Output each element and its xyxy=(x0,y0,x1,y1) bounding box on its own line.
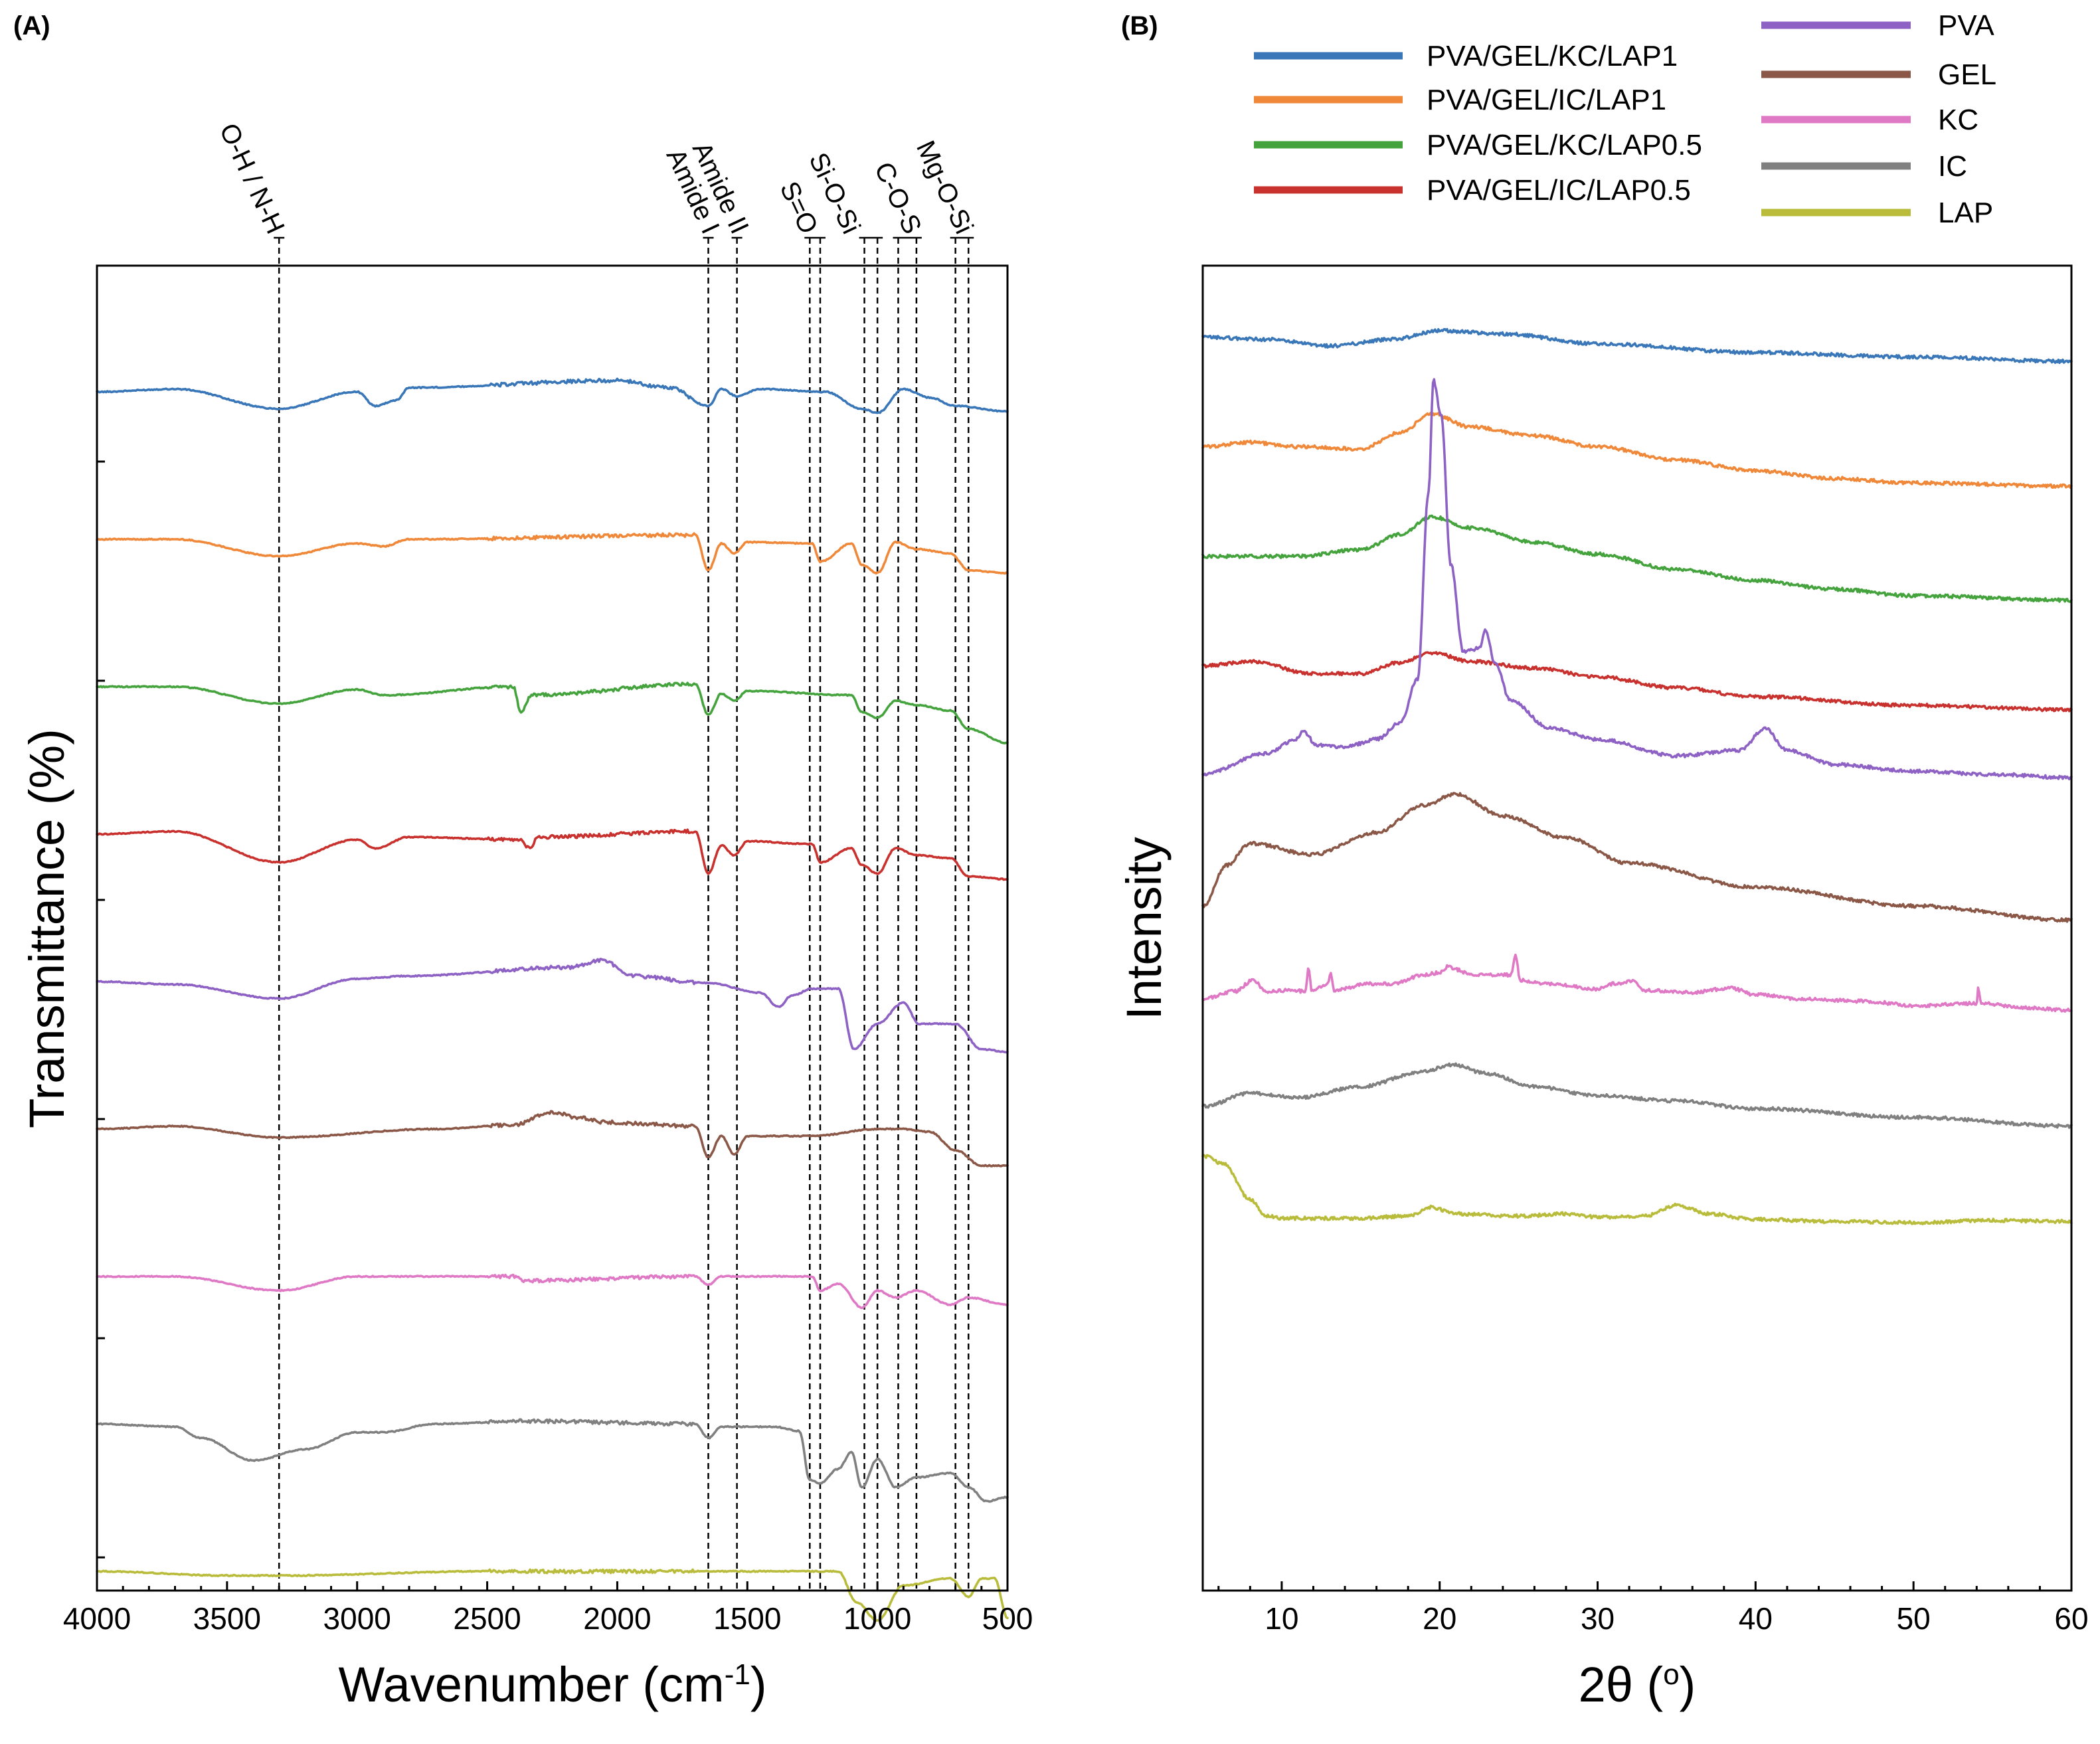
ftir-trace-kc xyxy=(96,1273,1009,1310)
xrd-traces xyxy=(1201,327,2073,1225)
legend: PVA/GEL/KC/LAP1 PVA/GEL/IC/LAP1 PVA/GEL/KC… xyxy=(1254,9,1996,229)
ftir-traces xyxy=(96,377,1009,1622)
plot-frame-b xyxy=(1201,264,2073,1592)
xrd-trace-pva-gel-kc-lap0-5 xyxy=(1201,514,2073,603)
x-tick-label-a: 3000 xyxy=(323,1601,391,1636)
x-axis-title-a-close: ) xyxy=(750,1657,767,1712)
legend-label-pva-gel-ic-lap0-5: PVA/GEL/IC/LAP0.5 xyxy=(1427,174,1691,207)
x-tick-label-b: 40 xyxy=(1739,1601,1773,1636)
band-label-c-o-s: C-O-S xyxy=(869,157,927,238)
x-ticks-b: 10 20 30 40 50 60 xyxy=(1217,1581,2089,1636)
legend-label-gel: GEL xyxy=(1938,58,1996,91)
xrd-trace-pva xyxy=(1201,378,2073,780)
ftir-trace-lap xyxy=(96,1568,1009,1622)
xrd-trace-lap xyxy=(1201,1154,2073,1225)
x-axis-title-a-main: Wavenumber (cm xyxy=(339,1657,725,1712)
ftir-trace-ic xyxy=(96,1418,1009,1503)
xrd-trace-pva-gel-ic-lap0-5 xyxy=(1201,651,2073,713)
panel-a-label: (A) xyxy=(13,11,50,41)
x-tick-label-a: 1500 xyxy=(713,1601,781,1636)
x-tick-label-a: 2000 xyxy=(583,1601,651,1636)
x-axis-title-a-sup: -1 xyxy=(725,1658,750,1691)
x-tick-label-b: 50 xyxy=(1897,1601,1931,1636)
legend-label-lap: LAP xyxy=(1938,197,1993,229)
x-tick-label-a: 500 xyxy=(982,1601,1033,1636)
ftir-trace-gel xyxy=(96,1110,1009,1168)
xrd-trace-gel xyxy=(1201,792,2073,923)
panel-b-label: (B) xyxy=(1121,11,1158,41)
ftir-trace-pva-gel-kc-lap0-5 xyxy=(96,681,1009,744)
xrd-trace-pva-gel-kc-lap1 xyxy=(1201,327,2073,365)
legend-label-pva: PVA xyxy=(1938,9,1994,42)
legend-label-pva-gel-ic-lap1: PVA/GEL/IC/LAP1 xyxy=(1427,84,1666,116)
ftir-trace-pva-gel-ic-lap0-5 xyxy=(96,828,1009,881)
x-tick-label-a: 2500 xyxy=(453,1601,521,1636)
y-axis-title-a: Transmittance (%) xyxy=(19,729,74,1128)
x-tick-label-a: 1000 xyxy=(843,1601,911,1636)
legend-label-ic: IC xyxy=(1938,150,1967,183)
x-axis-title-b-sup: o xyxy=(1663,1658,1679,1691)
ftir-trace-pva xyxy=(96,958,1009,1054)
legend-label-pva-gel-kc-lap1: PVA/GEL/KC/LAP1 xyxy=(1427,40,1678,72)
y-ticks-a xyxy=(97,460,105,1559)
xrd-trace-ic xyxy=(1201,1062,2073,1129)
x-tick-label-b: 30 xyxy=(1581,1601,1615,1636)
plot-frame-a xyxy=(96,264,1009,1592)
x-axis-title-b-close: ) xyxy=(1680,1657,1696,1712)
legend-label-pva-gel-kc-lap0-5: PVA/GEL/KC/LAP0.5 xyxy=(1427,129,1702,161)
y-axis-title-b: Intensity xyxy=(1116,837,1172,1020)
x-axis-title-b-main: 2θ ( xyxy=(1579,1657,1664,1712)
xrd-trace-kc xyxy=(1201,953,2073,1013)
x-axis-title-b: 2θ (o) xyxy=(1579,1657,1696,1712)
legend-label-kc: KC xyxy=(1938,104,1978,136)
band-label-o-h-n-h: O-H / N-H xyxy=(214,119,290,238)
ftir-trace-pva-gel-kc-lap1 xyxy=(96,377,1009,414)
ftir-trace-pva-gel-ic-lap1 xyxy=(96,532,1009,575)
x-tick-label-a: 3500 xyxy=(193,1601,261,1636)
x-tick-label-a: 4000 xyxy=(63,1601,131,1636)
x-ticks-a: 4000 3500 3000 2500 2000 1500 1000 500 xyxy=(63,1581,1033,1636)
x-tick-label-b: 10 xyxy=(1265,1601,1298,1636)
x-tick-label-b: 20 xyxy=(1423,1601,1456,1636)
x-tick-label-b: 60 xyxy=(2054,1601,2088,1636)
xrd-trace-pva-gel-ic-lap1 xyxy=(1201,411,2073,489)
x-axis-title-a: Wavenumber (cm-1) xyxy=(339,1657,767,1712)
panel-b-xrd: (B) PVA/GEL/KC/LAP1PVA/GEL/IC/LAP1PVA/GE… xyxy=(1116,9,2089,1712)
